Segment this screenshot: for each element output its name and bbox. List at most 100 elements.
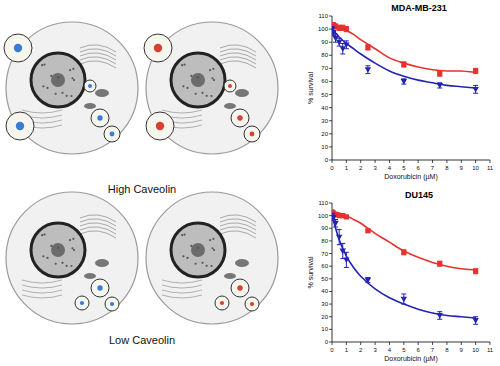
chromatin bbox=[210, 265, 212, 267]
organelle bbox=[220, 49, 256, 56]
organelle bbox=[80, 57, 116, 64]
y-tick-label: 50 bbox=[321, 92, 328, 98]
y-tick-label: 80 bbox=[321, 238, 328, 244]
data-point bbox=[401, 79, 407, 85]
chromatin bbox=[55, 263, 57, 265]
x-tick bbox=[403, 342, 404, 345]
organelle bbox=[162, 295, 202, 298]
nucleolus bbox=[51, 73, 65, 87]
y-tick bbox=[329, 203, 332, 204]
x-tick-label: 9 bbox=[460, 165, 464, 171]
x-tick-label: 4 bbox=[388, 347, 392, 353]
error-cap bbox=[344, 40, 349, 41]
chromatin bbox=[72, 238, 74, 240]
organelle bbox=[22, 110, 62, 113]
fit-curve bbox=[332, 212, 476, 270]
organelle bbox=[224, 273, 236, 279]
plot-area bbox=[332, 23, 479, 94]
y-tick-label: 30 bbox=[321, 118, 328, 124]
chromatin bbox=[50, 75, 52, 77]
chromatin bbox=[195, 93, 197, 95]
y-tick-label: 40 bbox=[321, 105, 328, 111]
data-point bbox=[344, 26, 349, 31]
error-cap bbox=[473, 316, 478, 317]
organelle bbox=[220, 227, 256, 234]
x-tick bbox=[375, 160, 376, 163]
chromatin bbox=[57, 247, 59, 249]
x-tick-label: 3 bbox=[373, 165, 377, 171]
x-tick-label: 7 bbox=[431, 165, 435, 171]
data-point bbox=[472, 85, 478, 93]
chromatin bbox=[71, 247, 73, 249]
diagram-label: Low Caveolin bbox=[109, 334, 175, 346]
x-tick bbox=[360, 160, 361, 163]
y-tick-label: 0 bbox=[325, 339, 329, 345]
marker bbox=[344, 214, 349, 219]
chromatin bbox=[211, 247, 213, 249]
x-tick bbox=[389, 342, 390, 345]
chromatin bbox=[206, 95, 208, 97]
organelle bbox=[80, 223, 116, 230]
data-point bbox=[472, 317, 478, 325]
vesicle bbox=[105, 297, 119, 311]
nucleus bbox=[31, 53, 85, 107]
x-tick-label: 8 bbox=[445, 347, 449, 353]
organelle bbox=[80, 231, 116, 238]
y-tick-label: 40 bbox=[321, 288, 328, 294]
y-axis bbox=[332, 203, 333, 342]
data-point bbox=[344, 214, 349, 219]
organelle bbox=[80, 215, 116, 222]
y-tick-label: 100 bbox=[318, 213, 329, 219]
marker bbox=[473, 269, 478, 274]
x-tick-label: 8 bbox=[445, 165, 449, 171]
vesicle bbox=[91, 109, 109, 127]
nucleus bbox=[31, 223, 85, 277]
vesicle bbox=[245, 297, 259, 311]
chromatin bbox=[183, 234, 185, 236]
x-tick bbox=[418, 160, 419, 163]
chromatin bbox=[43, 64, 45, 66]
y-tick-label: 0 bbox=[325, 157, 329, 163]
error-cap bbox=[340, 53, 345, 54]
x-axis bbox=[332, 160, 490, 161]
chromatin bbox=[42, 255, 44, 257]
drug bbox=[88, 84, 92, 88]
x-tick-label: 10 bbox=[472, 165, 479, 171]
y-tick-label: 60 bbox=[321, 78, 328, 84]
y-tick bbox=[329, 107, 332, 108]
marker bbox=[472, 318, 478, 324]
chromatin bbox=[190, 75, 192, 77]
chromatin bbox=[209, 239, 211, 241]
drug bbox=[97, 115, 102, 120]
chromatin bbox=[66, 265, 68, 267]
data-point bbox=[340, 243, 346, 258]
y-tick bbox=[329, 146, 332, 147]
marker bbox=[343, 257, 349, 263]
chromatin bbox=[213, 79, 215, 81]
x-tick bbox=[461, 342, 462, 345]
marker bbox=[437, 71, 442, 76]
y-tick bbox=[329, 215, 332, 216]
organelle bbox=[80, 45, 116, 52]
marker bbox=[365, 278, 371, 284]
y-tick-label: 10 bbox=[321, 326, 328, 332]
error-cap bbox=[340, 243, 345, 244]
chromatin bbox=[55, 93, 57, 95]
chart: 010203040506070809010011001234567891011D… bbox=[307, 190, 494, 363]
chromatin bbox=[212, 238, 214, 240]
data-point bbox=[365, 278, 371, 284]
error-cap bbox=[344, 267, 349, 268]
x-tick-label: 5 bbox=[402, 165, 406, 171]
x-tick bbox=[490, 342, 491, 345]
error-cap bbox=[333, 34, 338, 35]
x-tick bbox=[332, 342, 333, 345]
cell bbox=[6, 192, 138, 324]
vesicle bbox=[231, 109, 249, 127]
y-axis-label: % survival bbox=[307, 256, 314, 288]
chromatin bbox=[190, 245, 192, 247]
data-point bbox=[401, 250, 406, 255]
y-tick bbox=[329, 68, 332, 69]
x-tick-label: 3 bbox=[373, 347, 377, 353]
x-tick bbox=[346, 160, 347, 163]
y-tick bbox=[329, 160, 332, 161]
